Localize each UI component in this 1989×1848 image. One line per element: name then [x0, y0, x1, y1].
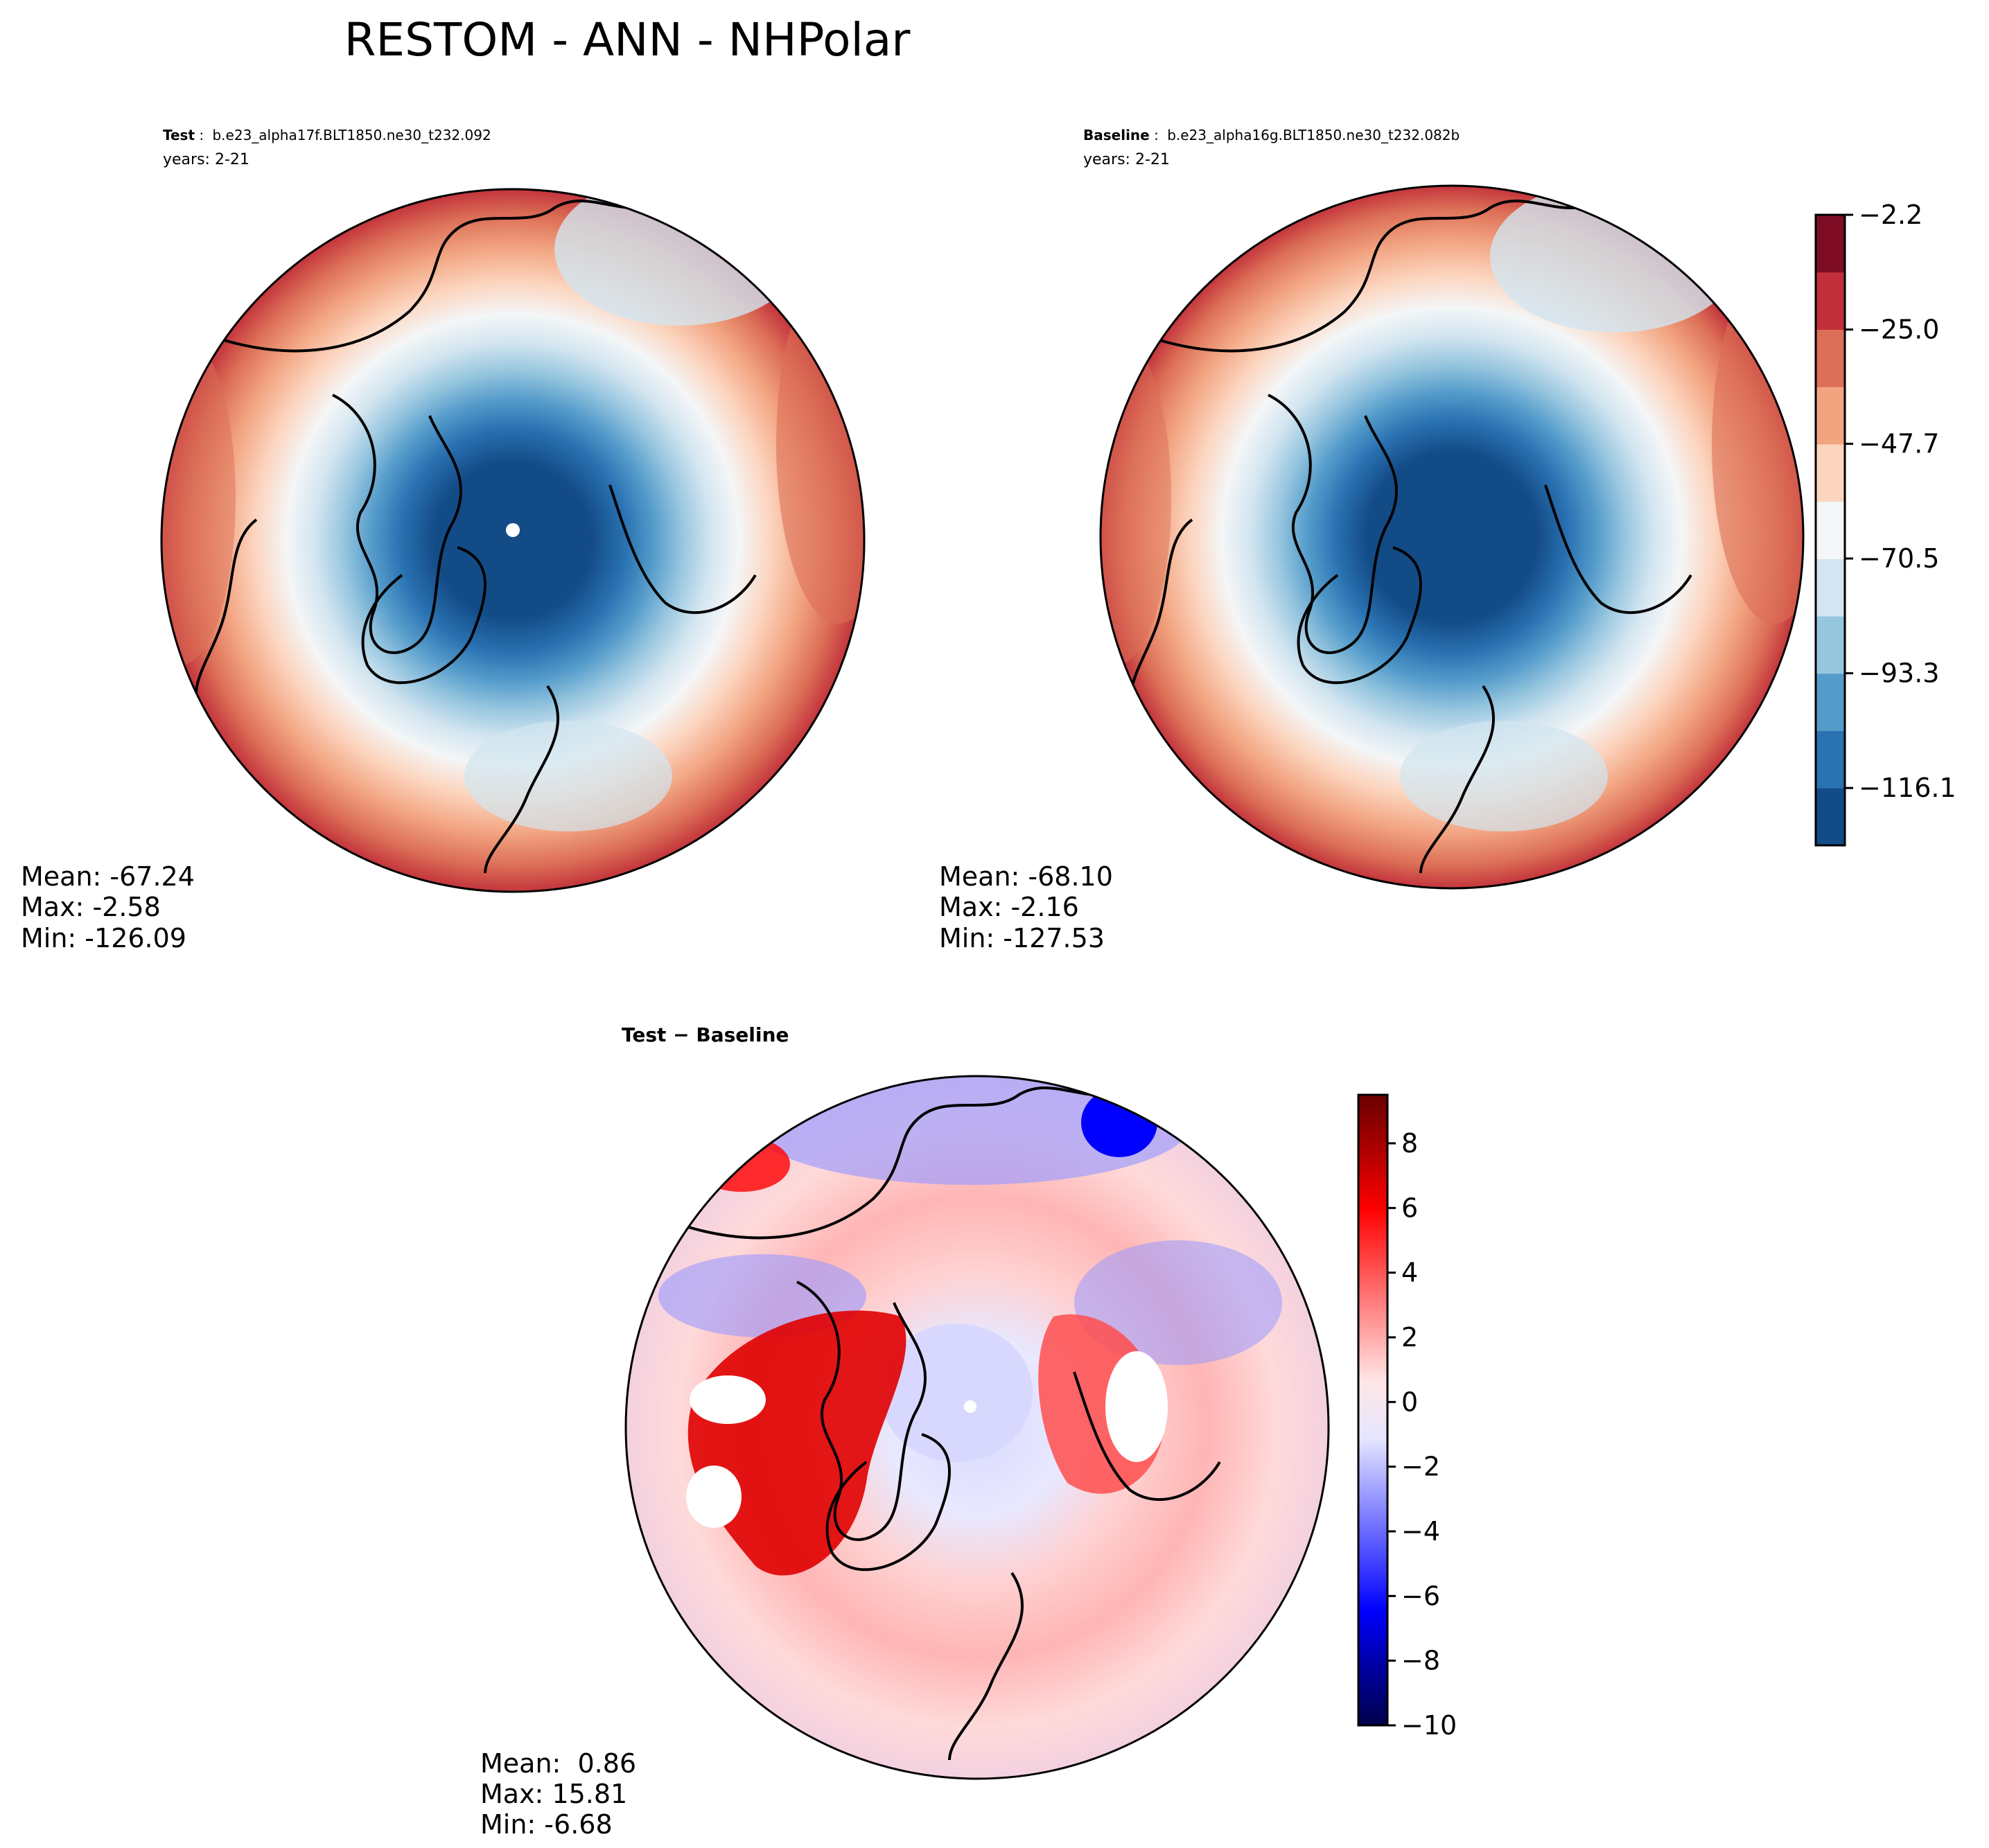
- colorbar-difference-frame: [1357, 1093, 1389, 1727]
- panel-difference: Test − Baseline Mean: 0.86: [480, 1023, 1457, 1840]
- colorbar-difference: 8 6 4 2 0 −2 −4 −6 −8 −10: [1357, 1093, 1457, 1741]
- map-difference-mask-1: [690, 1375, 766, 1424]
- colorbar-main-level: [1816, 673, 1845, 732]
- panel-baseline: Baseline : b.e23_alpha16g.BLT1850.ne30_t…: [939, 127, 1956, 953]
- figure-title: RESTOM - ANN - NHPolar: [344, 13, 911, 67]
- colorbar-main-tick-label: −70.5: [1859, 543, 1939, 574]
- map-test-pole-mask: [506, 523, 520, 537]
- colorbar-main-tick-label: −93.3: [1859, 658, 1939, 689]
- colorbar-difference-ticks: 8 6 4 2 0 −2 −4 −6 −8 −10: [1387, 1128, 1457, 1741]
- colorbar-difference-tick-label: 4: [1401, 1258, 1418, 1288]
- colorbar-main-level: [1816, 443, 1845, 502]
- panel-test-max: Max: -2.58: [21, 892, 161, 922]
- map-test-blob-pacific: [776, 263, 864, 624]
- panel-baseline-label-bold: Baseline: [1083, 127, 1150, 143]
- panel-baseline-years: years: 2-21: [1083, 151, 1170, 168]
- colorbar-main-level: [1816, 558, 1845, 617]
- colorbar-main-tick-label: −116.1: [1859, 773, 1956, 803]
- map-baseline-field: [1101, 186, 1803, 888]
- colorbar-main-level: [1816, 215, 1845, 273]
- colorbar-difference-tick-label: 2: [1401, 1322, 1418, 1353]
- map-baseline-blob-atlantic: [1101, 333, 1171, 665]
- map-test-field: [161, 189, 864, 892]
- colorbar-difference-fill: [1358, 1095, 1387, 1725]
- colorbar-main-level: [1816, 616, 1845, 674]
- colorbar-difference-tick-label: 0: [1401, 1387, 1418, 1417]
- map-baseline-blob-pacific: [1712, 263, 1803, 624]
- map-baseline: [1101, 186, 1803, 888]
- colorbar-main-level: [1816, 730, 1845, 789]
- map-baseline-blob-europe: [1400, 721, 1608, 831]
- map-test-blob-atlantic: [161, 333, 236, 665]
- map-difference-blob-blue-east: [1074, 1240, 1282, 1365]
- colorbar-main-level: [1816, 788, 1845, 846]
- colorbar-main-tick-label: −47.7: [1859, 428, 1939, 459]
- colorbar-main-level: [1816, 387, 1845, 445]
- colorbar-difference-tick-label: −4: [1401, 1516, 1440, 1547]
- colorbar-main-ticks: −2.2 −25.0 −47.7 −70.5 −93.3 −116.1: [1845, 200, 1956, 803]
- map-test-blob-siberia: [554, 189, 804, 326]
- panel-baseline-min: Min: -127.53: [939, 923, 1105, 953]
- panel-test: Test : b.e23_alpha17f.BLT1850.ne30_t232.…: [21, 127, 866, 953]
- map-difference-blob-red-nw: [693, 1136, 790, 1192]
- panel-baseline-label-sep: :: [1154, 127, 1159, 143]
- panel-baseline-label: Baseline : b.e23_alpha16g.BLT1850.ne30_t…: [1083, 127, 1460, 143]
- map-difference: [626, 1076, 1329, 1779]
- map-difference-pole-mask: [964, 1400, 976, 1413]
- colorbar-main-tick-label: −2.2: [1859, 200, 1922, 230]
- panel-test-years: years: 2-21: [163, 151, 249, 168]
- colorbar-difference-tick-label: −10: [1401, 1710, 1457, 1741]
- panel-difference-min: Min: -6.68: [480, 1809, 613, 1840]
- panel-difference-title: Test − Baseline: [622, 1023, 789, 1046]
- colorbar-difference-tick-label: 8: [1401, 1128, 1418, 1159]
- colorbar-main-level: [1816, 272, 1845, 330]
- colorbar-main-level: [1816, 329, 1845, 387]
- panel-test-label-bold: Test: [163, 127, 195, 143]
- panel-baseline-case-name: b.e23_alpha16g.BLT1850.ne30_t232.082b: [1167, 127, 1460, 143]
- map-difference-mask-3: [686, 1466, 742, 1528]
- map-test-blob-europe: [464, 721, 672, 831]
- map-difference-blob-blue-strong: [1081, 1088, 1157, 1157]
- panel-test-label-sep: :: [199, 127, 204, 143]
- colorbar-main-level: [1816, 501, 1845, 559]
- map-baseline-border: [1099, 184, 1805, 890]
- map-test: [161, 189, 864, 892]
- map-difference-blob-pole: [880, 1323, 1033, 1462]
- map-difference-border: [624, 1075, 1330, 1780]
- map-test-border: [160, 188, 866, 893]
- panel-baseline-max: Max: -2.16: [939, 892, 1079, 922]
- panel-baseline-mean: Mean: -68.10: [939, 861, 1113, 892]
- colorbar-main-frame: [1814, 213, 1846, 847]
- panel-difference-max: Max: 15.81: [480, 1779, 627, 1809]
- colorbar-difference-tick-label: −2: [1401, 1452, 1440, 1482]
- panel-test-case-name: b.e23_alpha17f.BLT1850.ne30_t232.092: [212, 127, 491, 143]
- panel-difference-mean: Mean: 0.86: [480, 1748, 636, 1779]
- colorbar-main-tick-label: −25.0: [1859, 315, 1939, 345]
- colorbar-difference-tick-label: 6: [1401, 1193, 1418, 1223]
- panel-test-min: Min: -126.09: [21, 923, 186, 953]
- panel-test-mean: Mean: -67.24: [21, 861, 195, 892]
- colorbar-difference-tick-label: −8: [1401, 1646, 1440, 1676]
- colorbar-main: −2.2 −25.0 −47.7 −70.5 −93.3 −116.1: [1814, 200, 1956, 847]
- colorbar-difference-tick-label: −6: [1401, 1581, 1440, 1611]
- map-difference-blob-red-greenland: [687, 1310, 906, 1576]
- map-difference-mask-2: [1105, 1351, 1168, 1462]
- panel-test-label: Test : b.e23_alpha17f.BLT1850.ne30_t232.…: [163, 127, 491, 143]
- colorbar-main-blocks: [1816, 215, 1845, 846]
